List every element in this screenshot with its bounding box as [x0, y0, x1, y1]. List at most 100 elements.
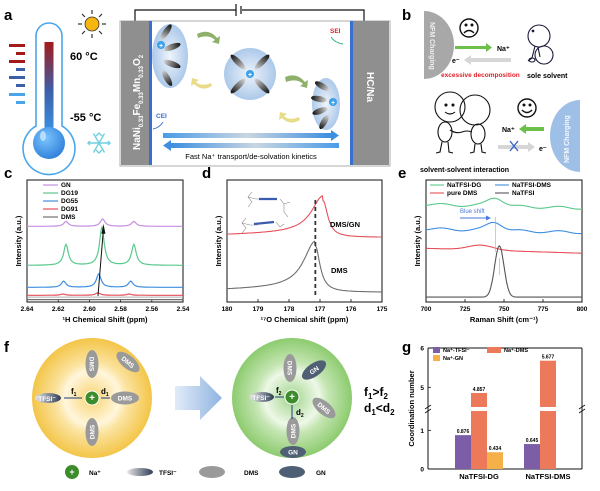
dms-molecule: DMS: [283, 354, 297, 382]
dms-molecule: DMS: [111, 391, 139, 405]
bar: [540, 360, 556, 407]
panel-label-c: c: [4, 165, 12, 182]
axis-break-mark: [424, 404, 432, 414]
solvation-sheath-right: +: [311, 78, 340, 130]
panel-label-f: f: [4, 339, 10, 356]
d1-label: d1: [101, 387, 109, 398]
cathode-label: NaNi0.33Fe0.33Mn0.33O2: [132, 54, 145, 150]
bar: [487, 452, 503, 469]
legend-label: NaTFSI-DMS: [512, 182, 552, 189]
series-line-pure-dms: [426, 244, 582, 254]
y-axis-label: Intensity (a.u.): [14, 215, 23, 266]
legend-label: NaTFSI-DG: [447, 182, 481, 189]
bar: [471, 411, 487, 469]
panel-label-b: b: [402, 7, 411, 24]
x-axis-label: Raman Shift (cm⁻¹): [470, 315, 539, 324]
legend-label: pure DMS: [447, 190, 478, 197]
molecule-label: TFSI⁻: [38, 396, 56, 403]
plot-frame: [26, 179, 184, 303]
bar: [524, 444, 540, 469]
relation-f: f1>f2: [364, 385, 388, 401]
panel-label-e: e: [398, 165, 406, 182]
gn-molecule: GN: [301, 360, 327, 380]
series-line-natfsi-dg: [425, 197, 583, 210]
plot-frame: [226, 179, 383, 303]
temperature-scale-bars: [9, 44, 25, 104]
y-tick-label: 6: [420, 346, 424, 353]
panel-label-d: d: [202, 165, 211, 182]
panel-f-legend: + Na⁺ TFSI⁻ DMS GN: [65, 465, 326, 479]
e-label-top: e⁻: [452, 58, 460, 65]
transition-arrow: [175, 376, 222, 420]
x-tick-label: 2.58: [114, 306, 127, 313]
na-ion-icon: [284, 389, 300, 405]
tfsi-molecule: TFSI⁻: [250, 392, 274, 402]
x-tick-label: 175: [377, 306, 388, 313]
f2-label: f2: [276, 386, 282, 397]
battery-icon: [134, 4, 365, 21]
blue-shift-label: Blue shift: [460, 209, 485, 215]
anode-electrode: [353, 21, 389, 165]
svg-text:+: +: [248, 72, 252, 79]
x-axis-label: ¹⁷O Chemical shift (ppm): [261, 315, 349, 324]
chart-g: g 0 1 5 6 Coordination number NaTFSI-DG 0.876 4.…: [402, 339, 586, 481]
panel-label-a: a: [4, 7, 13, 24]
y-axis-label: Intensity (a.u.): [413, 215, 422, 266]
solvation-sheath-center: +: [224, 48, 276, 100]
x-tick-label: 725: [460, 306, 471, 313]
bar: [471, 392, 487, 407]
series-line-dms: [226, 240, 382, 293]
legend-swatch: [433, 347, 440, 353]
bar-value-label: 0.434: [489, 446, 502, 452]
gn-molecule: GN: [280, 446, 306, 458]
molecule-label: GN: [288, 450, 298, 457]
sad-face-icon: [459, 18, 479, 38]
legend-label: Na⁺-DMS: [504, 347, 528, 354]
x-tick-label: 2.56: [145, 306, 158, 313]
na-label-bottom: Na⁺: [502, 127, 515, 134]
series-label-dms: DMS: [331, 266, 348, 275]
series-line-dg55: [27, 272, 183, 288]
interaction-label: solvent-solvent interaction: [420, 167, 509, 174]
molecule-label: DMS: [90, 424, 97, 439]
svg-text:+: +: [159, 43, 163, 50]
snowflake-icon: [87, 132, 111, 154]
na-arrow-bottom: [519, 124, 544, 134]
na-plus: +: [89, 393, 95, 404]
panel-b: b NFM Charging Na⁺ e⁻ excessive decompos…: [402, 7, 580, 174]
x-tick-label: 179: [253, 306, 264, 313]
cathode-electrode: [121, 21, 149, 165]
x-tick-label: 176: [346, 306, 357, 313]
series-line-dg91: [27, 292, 183, 296]
shift-arrow-head: [101, 223, 106, 234]
thermometer-icon: [22, 22, 76, 176]
na-label-top: Na⁺: [497, 46, 510, 53]
anode-label: HC/Na: [364, 72, 375, 102]
relation-d: d1<d2: [364, 401, 395, 417]
molecule-label: TFSI⁻: [252, 395, 270, 402]
legend-label: Na⁺-TFSI⁻: [443, 347, 470, 354]
svg-text:+: +: [331, 100, 335, 107]
dms-molecule: DMS: [116, 351, 140, 373]
dms-molecule: DMS: [286, 417, 300, 445]
transport-caption: Fast Na⁺ transport/de-solvation kinetics: [185, 152, 317, 161]
y-tick-label: 1: [420, 428, 424, 435]
legend-label: NaTFSI: [512, 190, 535, 197]
nfm-charging-bottom: NFM Charging: [564, 115, 571, 163]
transport-arrows: [163, 130, 339, 151]
na-legend-icon: [65, 465, 79, 479]
x-tick-label: 2.62: [52, 306, 65, 313]
sei-layer: [350, 21, 353, 165]
y-tick-label: 0: [420, 467, 424, 474]
series-line-dms-gn: [227, 195, 382, 238]
na-ion-icon: [84, 390, 100, 406]
d2-label: d2: [296, 408, 304, 419]
legend-swatch: [433, 355, 440, 361]
f1-label: f1: [71, 387, 77, 398]
x-axis-label: ¹H Chemical Shift (ppm): [62, 315, 148, 324]
sole-solvent-figure: [527, 24, 554, 65]
x-tick-label: 800: [577, 306, 588, 313]
sole-solvent-label: sole solvent: [527, 73, 568, 80]
x-tick-label: 775: [538, 306, 549, 313]
